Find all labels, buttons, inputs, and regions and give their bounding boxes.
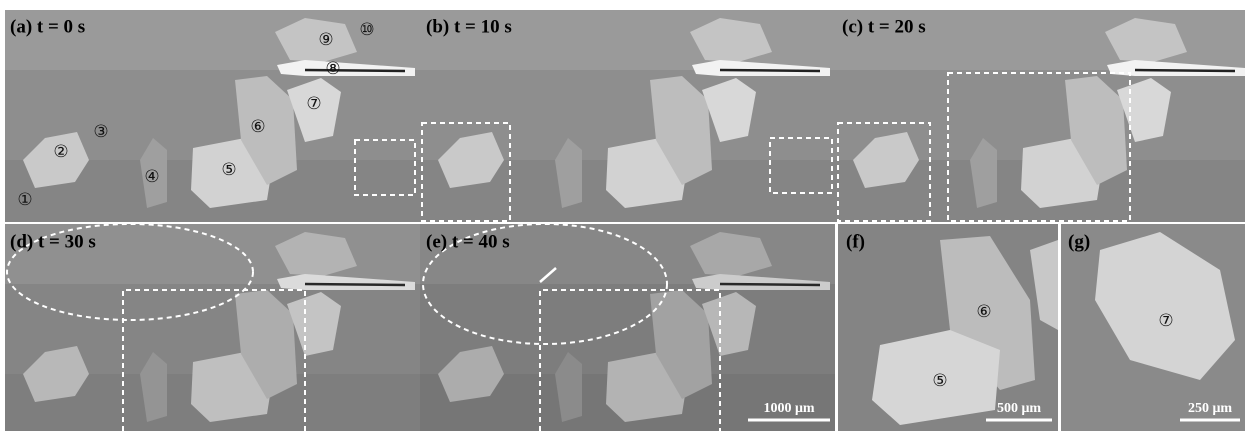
marker: ⑦ xyxy=(1158,311,1173,330)
scale-bar-label: 1000 μm xyxy=(763,401,814,416)
panel-label: (d) t = 30 s xyxy=(10,231,96,252)
panel-b: (b) t = 10 s xyxy=(420,10,835,222)
panel-label: (c) t = 20 s xyxy=(842,16,926,37)
panel-f: (f) ⑥ ⑤ 500 μm xyxy=(838,224,1058,431)
panel-a: (a) t = 0 s ① ② ③ ④ ⑤ ⑥ ⑦ ⑧ ⑨ ⑩ xyxy=(5,10,420,222)
panel-d: (d) t = 30 s xyxy=(5,224,420,431)
figure: (a) t = 0 s ① ② ③ ④ ⑤ ⑥ ⑦ ⑧ ⑨ ⑩ (b) t = … xyxy=(0,0,1249,431)
scale-bar-label: 250 μm xyxy=(1188,401,1232,416)
panel-label: (e) t = 40 s xyxy=(426,231,510,252)
marker: ⑨ xyxy=(318,30,333,49)
marker: ⑥ xyxy=(976,302,991,321)
panel-c: (c) t = 20 s xyxy=(835,10,1249,222)
panel-label: (f) xyxy=(846,231,865,252)
panel-label: (g) xyxy=(1068,231,1090,252)
panel-label: (b) t = 10 s xyxy=(426,16,512,37)
marker: ⑤ xyxy=(221,160,236,179)
scale-bar-label: 500 μm xyxy=(997,401,1041,416)
marker: ① xyxy=(17,190,32,209)
marker: ⑤ xyxy=(932,371,947,390)
panel-label: (a) t = 0 s xyxy=(10,16,85,37)
panel-e: (e) t = 40 s 1000 μm xyxy=(420,224,835,431)
marker: ⑩ xyxy=(359,20,374,39)
panel-g: (g) ⑦ 250 μm xyxy=(1061,224,1245,431)
marker: ⑧ xyxy=(325,59,340,78)
marker: ⑦ xyxy=(306,94,321,113)
marker: ③ xyxy=(93,122,108,141)
marker: ④ xyxy=(144,167,159,186)
marker: ② xyxy=(53,142,68,161)
marker: ⑥ xyxy=(250,117,265,136)
